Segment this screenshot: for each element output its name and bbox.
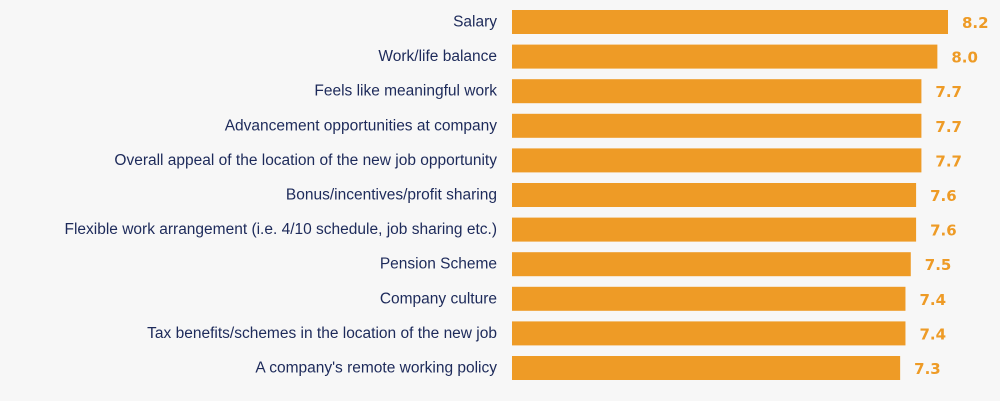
value-label: 7.7	[935, 152, 962, 170]
category-label: Feels like meaningful work	[314, 83, 497, 100]
value-label: 7.6	[930, 187, 957, 205]
value-label: 8.2	[962, 14, 989, 32]
value-label: 7.5	[925, 256, 952, 274]
bar	[512, 252, 911, 277]
category-label: Overall appeal of the location of the ne…	[114, 152, 497, 169]
value-label: 7.4	[919, 291, 946, 309]
bars	[512, 10, 948, 380]
category-label: A company's remote working policy	[255, 360, 497, 377]
category-label: Advancement opportunities at company	[225, 117, 498, 134]
bar	[512, 113, 922, 138]
category-label: Flexible work arrangement (i.e. 4/10 sch…	[65, 221, 498, 238]
value-label: 7.4	[919, 325, 946, 343]
category-label: Work/life balance	[378, 48, 497, 65]
value-labels: 8.2 8.0 7.7 7.7 7.7 7.6 7.6 7.5 7.4 7.4 7.3	[914, 14, 988, 378]
bar	[512, 10, 948, 34]
value-label: 7.7	[935, 118, 962, 136]
bar	[512, 79, 922, 104]
bar	[512, 321, 906, 346]
category-label: Tax benefits/schemes in the location of …	[147, 325, 497, 342]
bar	[512, 356, 901, 380]
category-label: Salary	[453, 14, 497, 31]
bar	[512, 217, 917, 242]
bar	[512, 286, 906, 311]
bar	[512, 148, 922, 173]
value-label: 8.0	[951, 49, 978, 67]
value-label: 7.3	[914, 360, 941, 378]
value-label: 7.7	[935, 83, 962, 101]
category-labels: Salary Work/life balance Feels like meanin…	[65, 14, 498, 377]
bar	[512, 44, 938, 69]
category-label: Company culture	[380, 290, 497, 307]
category-label: Pension Scheme	[380, 256, 497, 273]
bar	[512, 183, 917, 207]
category-label: Bonus/incentives/profit sharing	[286, 187, 497, 204]
value-label: 7.6	[930, 222, 957, 240]
